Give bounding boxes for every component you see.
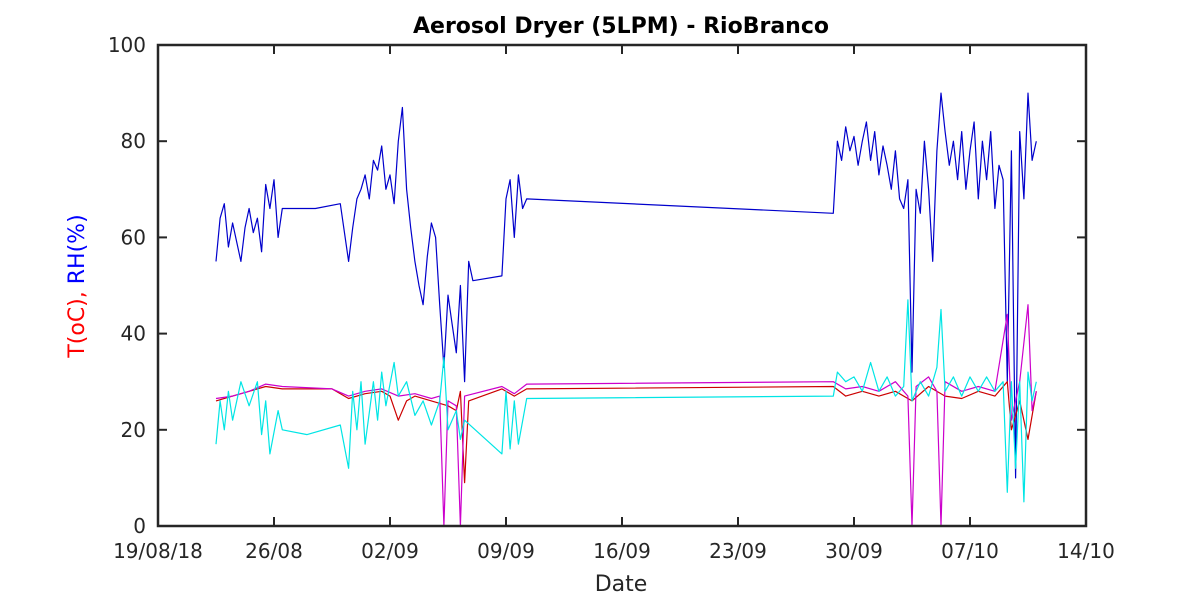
x-tick-label: 07/10	[941, 539, 999, 563]
y-tick-label: 0	[133, 514, 146, 538]
x-axis-label: Date	[595, 572, 648, 597]
series-layer	[215, 92, 1037, 527]
y-tick-label: 60	[121, 225, 146, 249]
y-tick-label: 100	[108, 33, 146, 57]
y-axis-label-part: RH(%)	[65, 214, 90, 291]
y-axis-label: T(oC), RH(%)	[65, 214, 90, 358]
series-line-1	[215, 92, 1037, 479]
x-tick-label: 23/09	[709, 539, 767, 563]
series-line-2	[215, 381, 1037, 484]
x-tick-label: 19/08/18	[113, 539, 203, 563]
y-tick-label: 80	[121, 129, 146, 153]
x-tick-label: 14/10	[1057, 539, 1115, 563]
y-axis-label-part: T(oC),	[65, 291, 90, 358]
x-tick-label: 16/09	[593, 539, 651, 563]
series-line-4	[215, 299, 1037, 503]
plot-area	[158, 45, 1086, 526]
y-tick-label: 40	[121, 322, 146, 346]
x-tick-label: 02/09	[361, 539, 419, 563]
x-axis: 19/08/18 26/08 02/09 09/09 16/09 23/09 30/09 07…	[113, 45, 1115, 563]
x-tick-label: 09/09	[477, 539, 535, 563]
y-tick-label: 20	[121, 418, 146, 442]
chart-title: Aerosol Dryer (5LPM) - RioBranco	[413, 14, 829, 39]
x-tick-label: 30/09	[825, 539, 883, 563]
x-tick-label: 26/08	[245, 539, 303, 563]
y-axis: 0 20 40 60 80 100	[108, 33, 1086, 538]
